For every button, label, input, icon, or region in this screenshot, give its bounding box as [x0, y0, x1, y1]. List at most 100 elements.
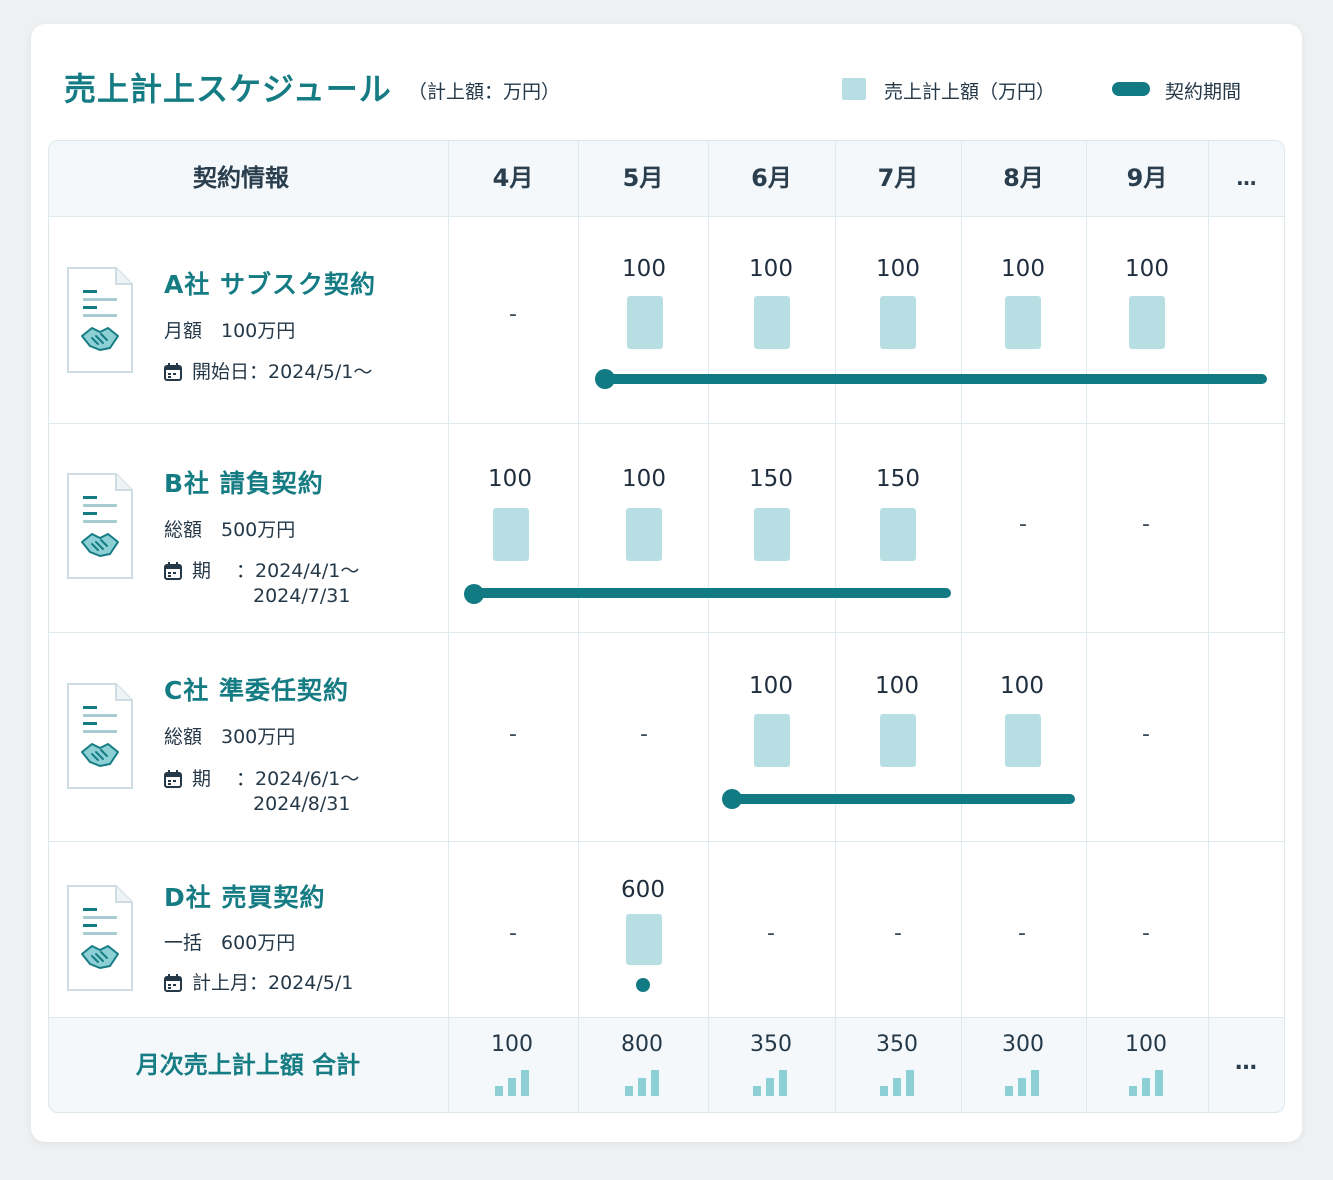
calendar-icon — [164, 770, 182, 788]
header-more-button[interactable]: … — [1236, 166, 1257, 190]
cell-a-jul-value: 100 — [876, 256, 920, 282]
cell-b-apr-value: 100 — [488, 466, 532, 492]
totals-more-button[interactable]: … — [1235, 1050, 1257, 1075]
contract-document-icon — [67, 267, 133, 373]
mini-bar-chart-icon — [1129, 1070, 1163, 1096]
row-divider — [48, 216, 1285, 217]
mini-bar-chart-icon — [625, 1070, 659, 1096]
contract-a-name: A社 サブスク契約 — [164, 270, 377, 299]
mini-bar-chart-icon — [1005, 1070, 1039, 1096]
cell-a-aug-value: 100 — [1001, 256, 1045, 282]
header-month-jun: 6月 — [751, 164, 792, 192]
total-sep-value: 100 — [1125, 1032, 1167, 1057]
calendar-icon — [164, 974, 182, 992]
total-jul-value: 350 — [876, 1032, 918, 1057]
row-divider — [48, 1017, 1285, 1018]
cell-b-jun-value: 150 — [749, 466, 793, 492]
contract-c-period-end: 2024/8/31 — [253, 793, 351, 815]
cell-c-jul-value: 100 — [875, 673, 919, 699]
page-subtitle: （計上額：万円） — [408, 81, 561, 103]
contract-c-period-start — [722, 789, 742, 809]
legend-amount-swatch — [842, 78, 866, 100]
header-month-aug: 8月 — [1003, 164, 1044, 192]
contract-c-period-bar — [732, 794, 1075, 804]
cell-b-apr-bar — [493, 508, 529, 561]
contract-b-period-start — [464, 584, 484, 604]
cell-a-may-value: 100 — [622, 256, 666, 282]
cell-d-jun: - — [767, 921, 775, 946]
header-month-jul: 7月 — [877, 164, 919, 192]
cell-d-jul: - — [894, 921, 902, 946]
cell-b-aug: - — [1019, 512, 1027, 537]
contract-a-amount: 月額 100万円 — [164, 320, 296, 342]
cell-c-apr: - — [509, 722, 517, 747]
header-contract-info: 契約情報 — [193, 164, 289, 192]
contract-b-period-bar — [474, 588, 951, 598]
legend-amount-label: 売上計上額（万円） — [884, 81, 1056, 103]
cell-a-sep-bar — [1129, 296, 1165, 349]
cell-a-jun-value: 100 — [749, 256, 793, 282]
contract-document-icon — [67, 683, 133, 789]
cell-b-sep: - — [1142, 512, 1150, 537]
calendar-icon — [164, 363, 182, 381]
cell-d-sep: - — [1142, 921, 1150, 946]
header-month-apr: 4月 — [492, 164, 534, 192]
cell-c-aug-bar — [1005, 714, 1041, 767]
contract-d-name: D社 売買契約 — [164, 883, 326, 912]
cell-a-apr: - — [509, 302, 517, 327]
cell-c-jun-value: 100 — [749, 673, 793, 699]
total-apr-value: 100 — [491, 1032, 533, 1057]
mini-bar-chart-icon — [495, 1070, 529, 1096]
cell-b-jun-bar — [754, 508, 790, 561]
cell-b-jul-bar — [880, 508, 916, 561]
row-divider — [48, 841, 1285, 842]
contract-c-amount: 総額 300万円 — [164, 726, 296, 748]
contract-document-icon — [67, 473, 133, 579]
page-title: 売上計上スケジュール — [64, 70, 392, 108]
schedule-table — [48, 140, 1285, 1113]
cell-d-may-bar — [626, 914, 662, 965]
cell-c-jun-bar — [754, 714, 790, 767]
cell-c-sep: - — [1142, 722, 1150, 747]
cell-a-jun-bar — [754, 296, 790, 349]
col-divider — [835, 141, 836, 1112]
contract-b-amount: 総額 500万円 — [164, 519, 296, 541]
contract-a-period-start — [595, 369, 615, 389]
contract-b-name: B社 請負契約 — [164, 469, 324, 498]
contract-d-date: 計上月：2024/5/1 — [164, 968, 353, 995]
header-month-sep: 9月 — [1126, 164, 1168, 192]
legend-period-label: 契約期間 — [1165, 81, 1242, 103]
header-month-may: 5月 — [622, 164, 664, 192]
cell-c-may: - — [640, 722, 648, 747]
cell-b-may-value: 100 — [622, 466, 666, 492]
mini-bar-chart-icon — [880, 1070, 914, 1096]
totals-label: 月次売上計上額 合計 — [135, 1051, 361, 1079]
total-may-value: 800 — [621, 1032, 663, 1057]
legend-period-swatch — [1112, 82, 1150, 96]
table-footer — [48, 1018, 1285, 1113]
table-header — [48, 140, 1285, 216]
cell-a-jul-bar — [880, 296, 916, 349]
cell-a-may-bar — [627, 296, 663, 349]
cell-d-apr: - — [509, 921, 517, 946]
contract-c-period: 期 ：2024/6/1～ — [164, 764, 359, 791]
contract-a-period-bar — [605, 374, 1267, 384]
contract-c-name: C社 準委任契約 — [164, 676, 350, 705]
contract-document-icon — [67, 885, 133, 991]
cell-a-sep-value: 100 — [1125, 256, 1169, 282]
col-divider — [1086, 141, 1087, 1112]
col-divider — [1208, 141, 1209, 1112]
cell-c-aug-value: 100 — [1000, 673, 1044, 699]
total-jun-value: 350 — [750, 1032, 792, 1057]
cell-d-may-value: 600 — [621, 877, 665, 903]
contract-d-recognition-point — [636, 978, 650, 992]
cell-b-may-bar — [626, 508, 662, 561]
contract-a-date: 開始日：2024/5/1～ — [164, 357, 372, 384]
contract-b-period: 期 ：2024/4/1～ — [164, 556, 359, 583]
cell-b-jul-value: 150 — [876, 466, 920, 492]
contract-b-period-end: 2024/7/31 — [253, 585, 351, 607]
cell-d-aug: - — [1018, 921, 1026, 946]
col-divider — [961, 141, 962, 1112]
row-divider — [48, 632, 1285, 633]
total-aug-value: 300 — [1002, 1032, 1044, 1057]
